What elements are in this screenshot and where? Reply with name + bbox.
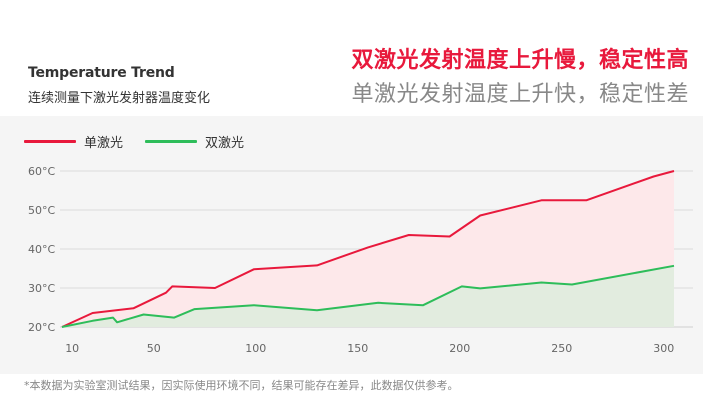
headline-secondary: 单激光发射温度上升快，稳定性差 <box>351 82 689 107</box>
chart-subtitle: 连续测量下激光发射器温度变化 <box>28 91 211 106</box>
series-line-dual <box>61 264 675 328</box>
y-tick-label: 30°C <box>28 282 55 295</box>
y-tick-label: 40°C <box>28 243 55 256</box>
legend-item-dual: 双激光 <box>145 132 244 151</box>
legend-label-dual: 双激光 <box>205 135 245 151</box>
headline-primary: 双激光发射温度上升慢，稳定性高 <box>351 48 689 73</box>
temperature-chart: 20°C 30°C 40°C 50°C 60°C 10 50 100 150 200 250 300 <box>28 165 693 355</box>
x-tick-label: 200 <box>449 342 470 355</box>
x-tick-label: 150 <box>347 342 368 355</box>
series-area-dual <box>62 265 674 327</box>
legend-label-single: 单激光 <box>84 135 124 151</box>
y-tick-label: 60°C <box>28 165 55 178</box>
y-tick-label: 50°C <box>28 204 55 217</box>
legend-swatch-single <box>24 139 76 143</box>
header-area <box>0 0 703 116</box>
chart-title: Temperature Trend <box>28 65 175 81</box>
series-line-single <box>61 170 675 328</box>
x-tick-label: 300 <box>653 342 674 355</box>
chart-legend: 单激光 双激光 <box>24 131 266 151</box>
footnote: *本数据为实验室测试结果，因实际使用环境不同，结果可能存在差异，此数据仅供参考。 <box>24 379 459 392</box>
y-tick-label: 20°C <box>28 321 55 334</box>
legend-item-single: 单激光 <box>24 132 123 151</box>
x-tick-label: 50 <box>147 342 161 355</box>
legend-swatch-dual <box>145 139 198 143</box>
x-tick-label: 100 <box>245 342 266 355</box>
x-tick-label: 10 <box>65 342 79 355</box>
x-tick-label: 250 <box>551 342 572 355</box>
